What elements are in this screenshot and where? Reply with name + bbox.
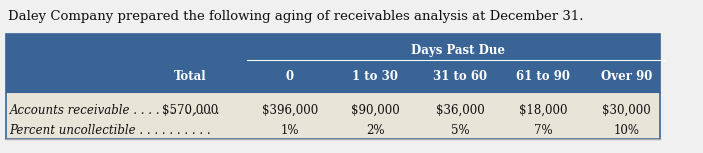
- FancyBboxPatch shape: [6, 34, 660, 139]
- Text: $90,000: $90,000: [351, 103, 399, 116]
- Text: 31 to 60: 31 to 60: [434, 69, 488, 82]
- Text: Accounts receivable . . . . . . . . . . . .: Accounts receivable . . . . . . . . . . …: [9, 103, 220, 116]
- Text: Total: Total: [174, 69, 207, 82]
- Text: $18,000: $18,000: [519, 103, 567, 116]
- Text: $30,000: $30,000: [602, 103, 651, 116]
- Text: Days Past Due: Days Past Due: [411, 43, 505, 56]
- Text: $570,000: $570,000: [162, 103, 219, 116]
- Text: 0: 0: [286, 69, 294, 82]
- Text: 10%: 10%: [613, 123, 639, 136]
- Text: 5%: 5%: [451, 123, 470, 136]
- Text: Percent uncollectible . . . . . . . . . .: Percent uncollectible . . . . . . . . . …: [9, 123, 211, 136]
- Text: 61 to 90: 61 to 90: [516, 69, 570, 82]
- Text: 2%: 2%: [366, 123, 385, 136]
- Text: 1%: 1%: [280, 123, 299, 136]
- Text: 7%: 7%: [534, 123, 553, 136]
- Text: $396,000: $396,000: [262, 103, 318, 116]
- Text: Daley Company prepared the following aging of receivables analysis at December 3: Daley Company prepared the following agi…: [8, 10, 583, 23]
- Text: 1 to 30: 1 to 30: [352, 69, 398, 82]
- Text: $36,000: $36,000: [436, 103, 485, 116]
- Text: Over 90: Over 90: [600, 69, 652, 82]
- FancyBboxPatch shape: [6, 34, 660, 92]
